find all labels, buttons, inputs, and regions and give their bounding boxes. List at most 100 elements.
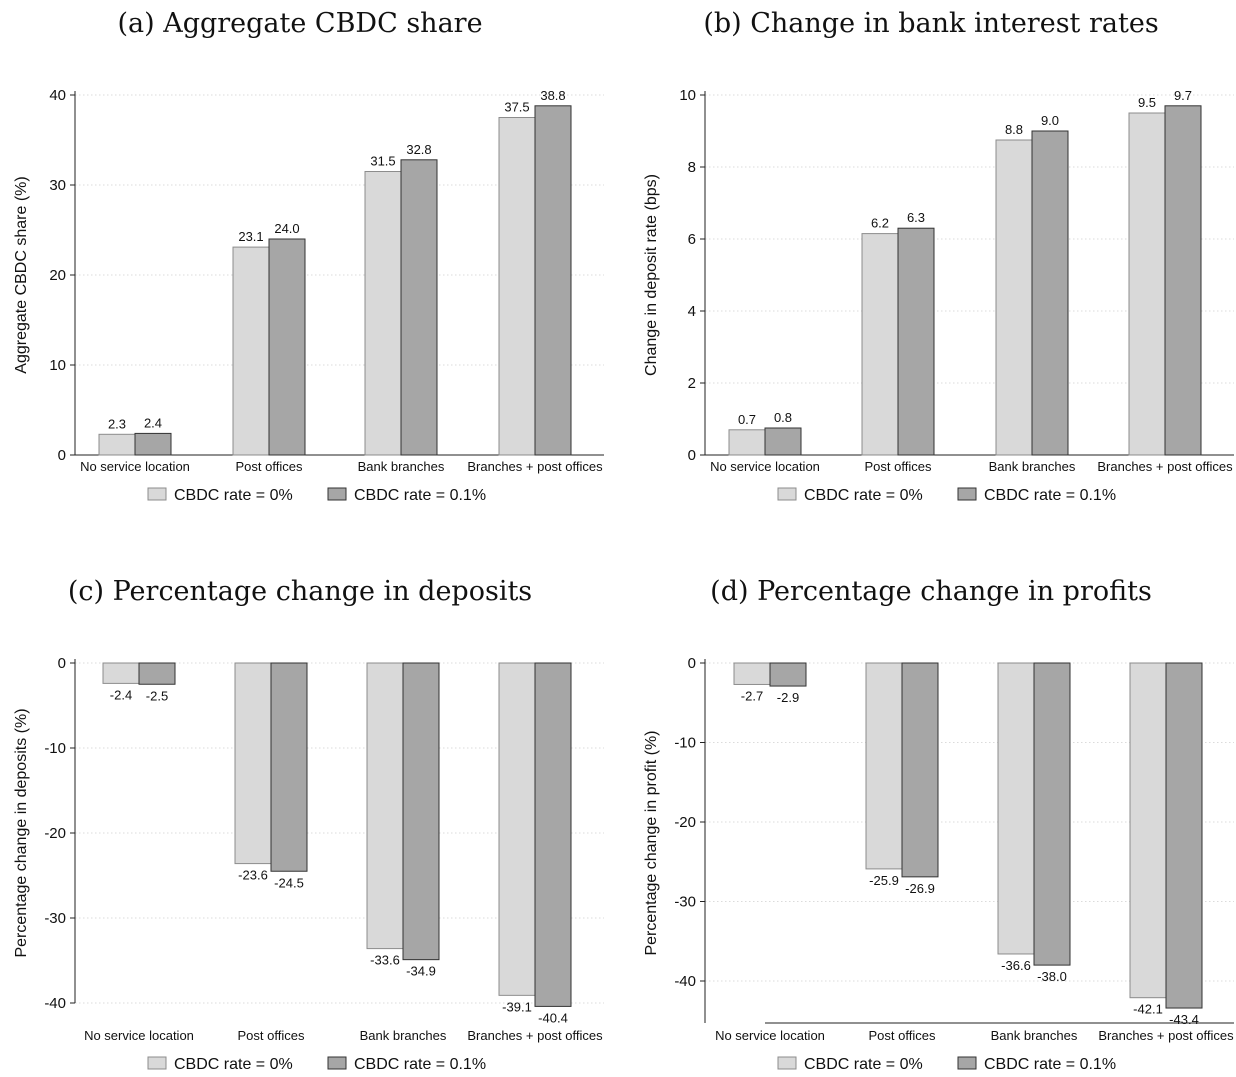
bar-rate-01 [402, 662, 440, 961]
x-tick-label: No service location [715, 1028, 825, 1043]
y-tick-label: -40 [44, 995, 66, 1012]
bar-rate-0 [98, 433, 136, 456]
x-tick-label: Bank branches [989, 459, 1076, 474]
x-tick-label: Branches + post offices [1098, 1028, 1234, 1043]
bar-rate-01 [138, 662, 176, 685]
y-tick-label: -20 [674, 814, 696, 831]
bar-rate-01 [1165, 662, 1203, 1009]
chart-panel-c: -40 -30 -20 -10 0 Percentage change in deposi… [13, 655, 604, 1073]
data-label: -23.6 [238, 868, 268, 883]
x-tick-label: Post offices [238, 1028, 305, 1043]
panel-a-title: (a) Aggregate CBDC share [117, 8, 483, 39]
bar-rate-0 [733, 662, 771, 685]
y-axis-label: Change in deposit rate (bps) [643, 174, 660, 376]
data-label: 38.8 [540, 88, 565, 103]
y-tick-label: 6 [688, 231, 696, 248]
data-label: 2.3 [108, 416, 126, 431]
x-tick-label: No service location [710, 459, 820, 474]
data-label: 24.0 [274, 221, 299, 236]
bar-rate-01 [534, 662, 572, 1007]
x-tick-label: Post offices [869, 1028, 936, 1043]
chart-panel-b: 0 2 4 6 8 10 Change in deposit rate (bps) 0.7 0.… [643, 87, 1234, 504]
data-label: 6.2 [871, 216, 889, 231]
data-label: 9.7 [1174, 88, 1192, 103]
chart-panel-a: 0 10 20 30 40 Aggregate CBDC share (%) 2.3 2.4 N… [13, 87, 604, 504]
data-label: -39.1 [502, 999, 532, 1014]
legend-label: CBDC rate = 0% [174, 487, 293, 504]
data-label: -43.4 [1169, 1012, 1199, 1027]
legend-swatch [147, 487, 167, 501]
x-tick-label: No service location [84, 1028, 194, 1043]
bar-rate-0 [995, 139, 1033, 456]
y-tick-label: 0 [688, 655, 696, 672]
y-tick-label: 0 [58, 447, 66, 464]
x-tick-label: Bank branches [991, 1028, 1078, 1043]
x-tick-label: Post offices [865, 459, 932, 474]
bar-rate-01 [268, 238, 306, 456]
bar-rate-01 [400, 159, 438, 456]
legend-label: CBDC rate = 0.1% [984, 487, 1116, 504]
data-label: 8.8 [1005, 122, 1023, 137]
data-label: 37.5 [504, 100, 529, 115]
bar-rate-0 [366, 662, 404, 950]
bar-rate-01 [134, 432, 172, 456]
y-tick-label: -30 [44, 910, 66, 927]
x-tick-label: Bank branches [360, 1028, 447, 1043]
bar-rate-01 [769, 662, 807, 687]
bar-rate-0 [1129, 662, 1167, 999]
x-tick-label: Branches + post offices [467, 1028, 603, 1043]
y-axis-label: Percentage change in profit (%) [643, 730, 660, 955]
data-label: 9.0 [1041, 113, 1059, 128]
data-label: -33.6 [370, 953, 400, 968]
data-label: 0.7 [738, 412, 756, 427]
bar-rate-0 [498, 117, 536, 456]
y-axis-label: Percentage change in deposits (%) [13, 708, 30, 957]
y-tick-label: 20 [49, 267, 66, 284]
legend-swatch [327, 1056, 347, 1070]
legend-label: CBDC rate = 0% [804, 487, 923, 504]
bar-rate-01 [897, 227, 935, 456]
bar-rate-0 [498, 662, 536, 996]
bar-rate-01 [764, 427, 802, 456]
data-label: -24.5 [274, 875, 304, 890]
bar-rate-0 [997, 662, 1035, 955]
y-tick-label: 0 [58, 655, 66, 672]
x-tick-label: Branches + post offices [467, 459, 603, 474]
data-label: -26.9 [905, 881, 935, 896]
legend-label: CBDC rate = 0.1% [984, 1056, 1116, 1073]
x-tick-label: Bank branches [358, 459, 445, 474]
bar-rate-01 [1033, 662, 1071, 966]
y-tick-label: 10 [679, 87, 696, 104]
panel-d-title: (d) Percentage change in profits [710, 576, 1152, 607]
data-label: 31.5 [370, 154, 395, 169]
data-label: -34.9 [406, 964, 436, 979]
bar-rate-01 [1031, 130, 1069, 456]
bar-rate-0 [232, 246, 270, 456]
y-tick-label: -40 [674, 973, 696, 990]
y-tick-label: 0 [688, 447, 696, 464]
data-label: -36.6 [1001, 958, 1031, 973]
bar-rate-0 [865, 662, 903, 870]
data-label: -38.0 [1037, 969, 1067, 984]
legend-swatch [327, 487, 347, 501]
x-tick-label: Post offices [236, 459, 303, 474]
bar-rate-01 [534, 105, 572, 456]
legend-swatch [957, 1056, 977, 1070]
legend-swatch [777, 1056, 797, 1070]
bar-rate-0 [364, 171, 402, 456]
legend-swatch [957, 487, 977, 501]
y-tick-label: 40 [49, 87, 66, 104]
data-label: 0.8 [774, 410, 792, 425]
bar-rate-01 [1164, 105, 1202, 456]
data-label: -40.4 [538, 1010, 568, 1025]
y-tick-label: 8 [688, 159, 696, 176]
y-tick-label: -20 [44, 825, 66, 842]
x-tick-label: Branches + post offices [1097, 459, 1233, 474]
y-tick-label: 2 [688, 375, 696, 392]
data-label: 32.8 [406, 142, 431, 157]
data-label: 6.3 [907, 210, 925, 225]
data-label: -42.1 [1133, 1002, 1163, 1017]
legend-swatch [147, 1056, 167, 1070]
legend-label: CBDC rate = 0% [804, 1056, 923, 1073]
